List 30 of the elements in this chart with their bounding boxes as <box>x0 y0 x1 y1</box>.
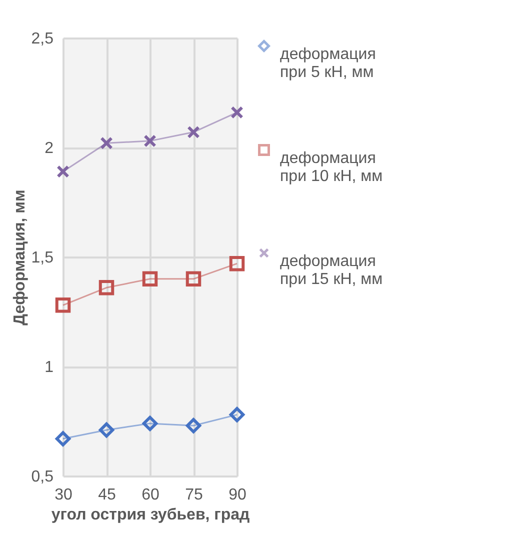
point <box>98 280 114 296</box>
y-tick-label: 0,5 <box>31 468 54 486</box>
point <box>186 271 202 287</box>
point <box>230 106 244 119</box>
point <box>98 422 114 438</box>
x-tick-label: 90 <box>228 486 246 504</box>
legend-label: деформация при 15 кН, мм <box>280 253 383 288</box>
y-tick-label: 1 <box>44 359 54 376</box>
point <box>186 418 202 434</box>
point <box>144 134 156 148</box>
x-tick-label: 60 <box>142 486 160 504</box>
legend-label: деформация при 5 кН, мм <box>280 46 376 81</box>
x-tick-label: 30 <box>54 486 72 504</box>
point <box>55 298 71 313</box>
y-tick-label: 2 <box>44 140 54 157</box>
point <box>229 256 245 272</box>
point <box>56 165 70 178</box>
point <box>100 136 113 150</box>
point <box>229 407 245 422</box>
x-tick-label: 45 <box>98 486 116 504</box>
point <box>142 271 158 287</box>
point <box>187 126 200 139</box>
y-tick-label: 1,5 <box>31 250 54 266</box>
y-tick-label: 2,5 <box>31 30 54 48</box>
point <box>142 416 158 432</box>
x-tick-label: 75 <box>185 486 203 504</box>
point <box>55 431 71 446</box>
y-axis-title: Деформация, мм <box>11 190 28 326</box>
x-axis-title: угол острия зубьев, град <box>51 506 250 524</box>
legend-label: деформация при 10 кН, мм <box>280 150 383 185</box>
